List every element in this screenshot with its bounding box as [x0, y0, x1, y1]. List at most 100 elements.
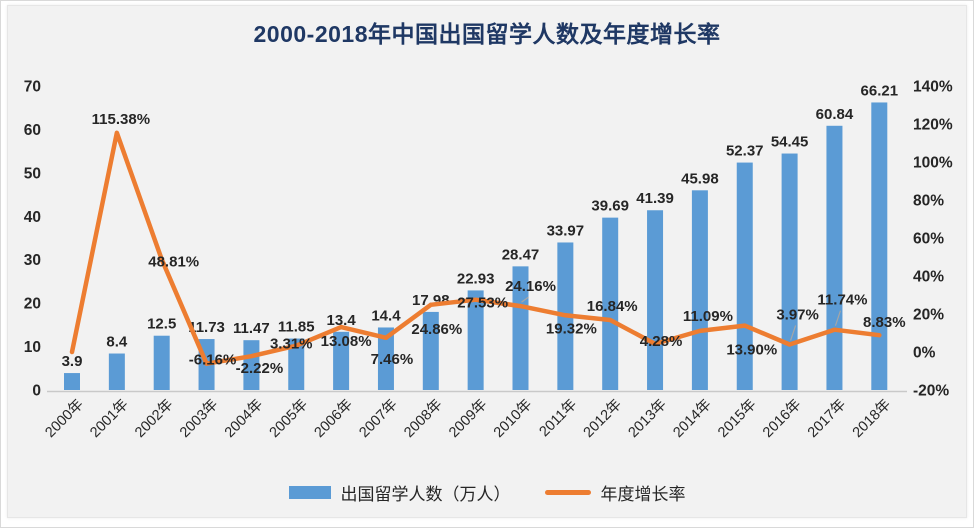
x-axis-label-2006: 2006年	[311, 396, 356, 441]
bar-value-label-2012: 39.69	[591, 198, 629, 215]
bar-2018	[871, 102, 888, 391]
legend-line-label: 年度增长率	[600, 485, 686, 504]
legend-item-line: 年度增长率	[544, 480, 686, 505]
bar-2013	[647, 210, 664, 390]
bar-2012	[602, 217, 619, 390]
chart-title: 2000-2018年中国出国留学人数及年度增长率	[253, 21, 721, 47]
growth-label-2008: 24.86%	[411, 321, 462, 338]
growth-label-2017: 11.74%	[817, 292, 867, 309]
right-axis-tick-60%: 60%	[913, 231, 944, 248]
growth-label-2005: 3.31%	[270, 336, 313, 353]
left-axis-tick-40: 40	[24, 209, 41, 226]
growth-label-2016: 3.97%	[776, 306, 819, 323]
growth-label-2011: 19.32%	[546, 320, 597, 337]
growth-label-2007: 7.46%	[371, 351, 414, 368]
line-series-swatch-icon	[544, 490, 591, 495]
bar-value-label-2010: 28.47	[502, 246, 540, 263]
bar-2005	[288, 338, 305, 390]
bar-2017	[826, 125, 843, 390]
bar-value-label-2018: 66.21	[861, 82, 899, 99]
bar-2001	[108, 353, 125, 390]
x-axis-label-2000: 2000年	[42, 396, 87, 441]
growth-label-2018: 8.83%	[863, 314, 906, 331]
left-axis-tick-30: 30	[24, 252, 41, 269]
bar-value-label-2014: 45.98	[681, 170, 719, 187]
bar-value-label-2016: 54.45	[771, 134, 809, 151]
x-axis-label-2005: 2005年	[266, 396, 311, 441]
x-axis-label-2004: 2004年	[221, 396, 266, 441]
x-axis-label-2007: 2007年	[356, 396, 401, 441]
bar-value-label-2013: 41.39	[636, 190, 674, 207]
bar-2010	[512, 266, 529, 390]
growth-label-2012: 16.84%	[587, 298, 638, 315]
growth-label-2004: -2.22%	[236, 360, 284, 377]
bar-2015	[736, 162, 753, 390]
left-axis-tick-60: 60	[24, 122, 41, 139]
growth-label-2009: 27.53%	[457, 295, 508, 312]
legend: 出国留学人数（万人） 年度增长率	[1, 480, 973, 505]
x-axis-label-2011: 2011年	[536, 396, 580, 440]
bar-value-label-2001: 8.4	[106, 334, 128, 351]
bar-value-label-2002: 12.5	[147, 316, 176, 333]
bar-series-swatch-icon	[288, 486, 331, 499]
bar-value-label-2015: 52.37	[726, 143, 764, 160]
x-axis-label-2014: 2014年	[670, 396, 715, 441]
growth-label-2003: -6.16%	[189, 352, 237, 369]
x-axis-label-2001: 2001年	[87, 396, 132, 441]
x-axis-label-2013: 2013年	[625, 396, 670, 441]
growth-label-2002: 48.81%	[148, 253, 199, 270]
bar-value-label-2011: 33.97	[547, 222, 585, 239]
growth-label-2006: 13.08%	[321, 333, 372, 350]
x-axis-label-2009: 2009年	[445, 396, 490, 441]
bar-value-label-2004: 11.47	[233, 320, 270, 337]
x-axis-label-2018: 2018年	[849, 396, 894, 441]
right-axis-tick-40%: 40%	[913, 269, 944, 286]
left-axis-tick-70: 70	[24, 79, 41, 96]
label-leader-2017	[834, 310, 842, 326]
bar-2006	[333, 331, 350, 390]
bar-2004	[243, 340, 260, 390]
bar-2009	[467, 290, 484, 390]
right-axis-tick-20%: 20%	[913, 307, 944, 324]
x-axis-label-2003: 2003年	[176, 396, 221, 441]
legend-item-bars: 出国留学人数（万人）	[288, 480, 511, 505]
x-axis-label-2002: 2002年	[131, 396, 176, 441]
x-axis-label-2012: 2012年	[580, 396, 625, 441]
legend-bars-label: 出国留学人数（万人）	[340, 485, 511, 504]
growth-label-2013: 4.28%	[640, 333, 683, 350]
bar-2016	[781, 153, 798, 390]
x-axis-label-2008: 2008年	[401, 396, 446, 441]
growth-label-2010: 24.16%	[505, 278, 556, 295]
bar-value-label-2009: 22.93	[457, 270, 495, 287]
right-axis-tick-140%: 140%	[913, 79, 953, 96]
bar-2007	[377, 327, 394, 390]
x-axis-label-2017: 2017年	[804, 396, 849, 441]
bar-2002	[153, 335, 170, 390]
x-axis-label-2016: 2016年	[759, 396, 804, 441]
bar-value-label-2006: 13.4	[326, 312, 356, 329]
bar-value-label-2007: 14.4	[371, 307, 401, 324]
x-axis-label-2010: 2010年	[490, 396, 535, 441]
bar-value-label-2000: 3.9	[62, 353, 83, 370]
growth-label-2015: 13.90%	[726, 342, 777, 359]
bar-2000	[64, 373, 80, 390]
right-axis-tick--20%: -20%	[913, 383, 949, 400]
bar-value-label-2003: 11.73	[188, 319, 225, 336]
bar-2008	[422, 311, 439, 390]
right-axis-tick-120%: 120%	[913, 117, 953, 134]
label-leader-2010	[521, 296, 529, 303]
left-axis-tick-20: 20	[24, 296, 41, 313]
bar-value-label-2005: 11.85	[278, 319, 315, 336]
x-axis-label-2015: 2015年	[714, 396, 759, 441]
left-axis-tick-10: 10	[24, 339, 41, 356]
bar-value-label-2017: 60.84	[816, 106, 854, 123]
growth-label-2014: 11.09%	[683, 308, 733, 325]
left-axis-tick-50: 50	[24, 165, 41, 182]
panel-background	[7, 5, 967, 518]
bar-2014	[691, 190, 708, 390]
growth-line	[69, 130, 882, 366]
left-axis-tick-0: 0	[32, 383, 41, 400]
right-axis-tick-0%: 0%	[913, 345, 936, 362]
